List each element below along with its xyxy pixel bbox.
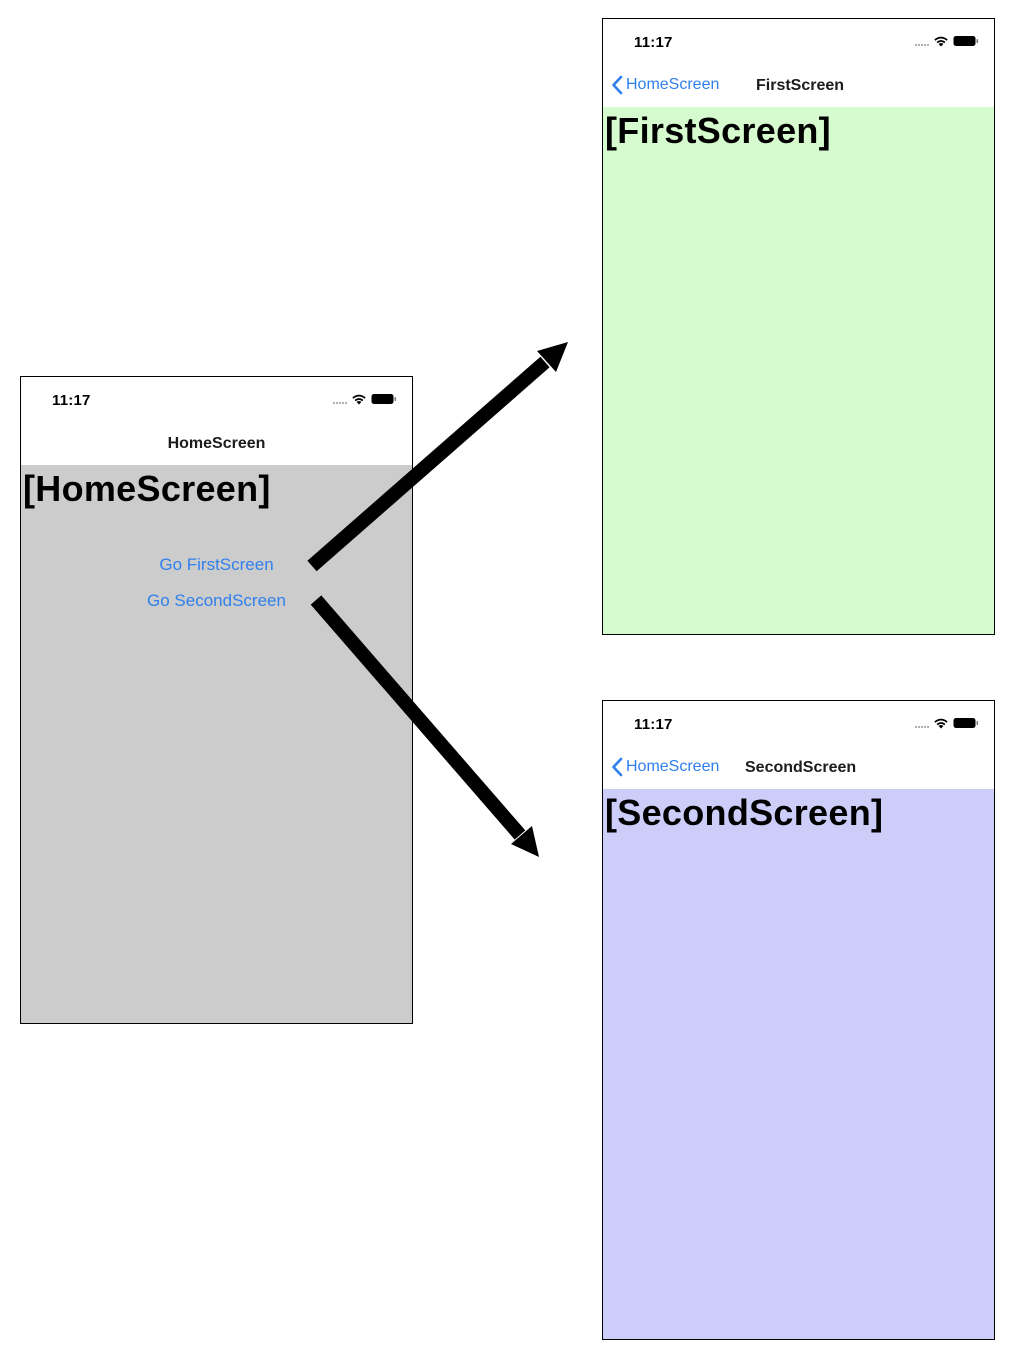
status-icons [333, 393, 397, 405]
nav-title: HomeScreen [167, 435, 266, 452]
first-content-area: [FirstScreen] [603, 107, 994, 634]
status-bar: 11:17 [21, 377, 412, 423]
signal-dots-icon [915, 36, 929, 46]
nav-title: SecondScreen [745, 759, 857, 776]
home-screen-phone: 11:17 HomeScreen [HomeScreen] Go FirstSc… [20, 376, 413, 1024]
battery-icon [953, 36, 979, 46]
go-second-screen-button[interactable]: Go SecondScreen [147, 591, 286, 610]
status-bar: 11:17 [603, 19, 994, 65]
screen-heading: [SecondScreen] [605, 792, 884, 833]
back-button[interactable]: HomeScreen [611, 75, 719, 95]
wifi-icon [934, 718, 948, 729]
go-first-screen-button[interactable]: Go FirstScreen [159, 555, 274, 574]
signal-dots-icon [333, 394, 347, 404]
status-bar: 11:17 [603, 701, 994, 747]
back-button[interactable]: HomeScreen [611, 757, 719, 777]
status-icons [915, 717, 979, 729]
screen-heading: [FirstScreen] [605, 110, 831, 151]
second-content-area: [SecondScreen] [603, 789, 994, 1339]
battery-icon [953, 718, 979, 728]
home-content-area: [HomeScreen] Go FirstScreen Go SecondScr… [21, 465, 412, 1023]
nav-title: FirstScreen [756, 77, 845, 94]
back-button-label: HomeScreen [626, 758, 720, 775]
second-screen-phone: 11:17 HomeScreen SecondScreen [SecondScr… [602, 700, 995, 1340]
signal-dots-icon [915, 718, 929, 728]
status-time: 11:17 [634, 716, 673, 733]
chevron-left-icon [612, 757, 623, 777]
status-icons [915, 35, 979, 47]
navigation-bar: HomeScreen FirstScreen [603, 65, 994, 107]
wifi-icon [934, 36, 948, 47]
chevron-left-icon [612, 75, 623, 95]
status-time: 11:17 [634, 34, 673, 51]
screen-heading: [HomeScreen] [23, 468, 271, 509]
first-screen-phone: 11:17 HomeScreen FirstScreen [FirstScree… [602, 18, 995, 635]
navigation-bar: HomeScreen [21, 423, 412, 465]
back-button-label: HomeScreen [626, 76, 720, 93]
battery-icon [371, 394, 397, 404]
wifi-icon [352, 394, 366, 405]
status-time: 11:17 [52, 392, 91, 409]
navigation-bar: HomeScreen SecondScreen [603, 747, 994, 789]
